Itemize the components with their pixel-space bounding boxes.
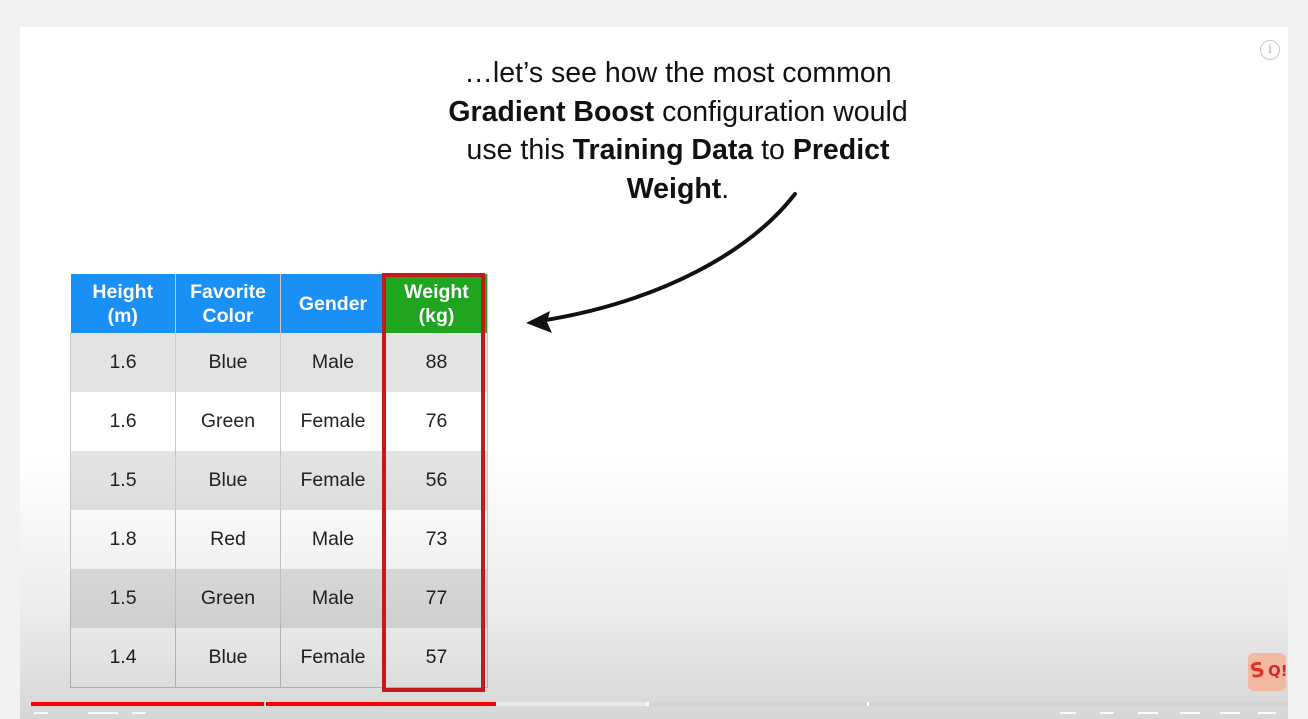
caption-text: configuration would	[654, 95, 908, 128]
column-header-line: (m)	[107, 304, 138, 327]
table-cell: 1.8	[70, 510, 176, 569]
caption-bold-text: Predict	[792, 134, 890, 166]
column-header-line: Weight	[404, 280, 469, 303]
table-row: 1.8 Red Male 73	[70, 510, 488, 569]
play-icon[interactable]	[34, 712, 48, 719]
table-cell: 76	[385, 392, 488, 451]
table-cell: Blue	[175, 451, 281, 510]
caption-text: .	[721, 172, 730, 205]
column-header: Favorite Color	[175, 274, 281, 333]
table-cell: Male	[280, 569, 386, 628]
table-cell: Female	[280, 628, 386, 688]
table-cell: 1.5	[70, 569, 176, 628]
volume-icon[interactable]	[132, 712, 146, 719]
table-cell: 88	[385, 333, 488, 392]
table-row: 1.5 Blue Female 56	[70, 451, 488, 510]
column-header-line: (kg)	[418, 304, 455, 327]
caption-line: …let’s see how the most common	[398, 54, 958, 93]
player-controls	[20, 710, 1288, 719]
video-player[interactable]: i …let’s see how the most common Gradient…	[20, 27, 1288, 719]
table-cell: 57	[385, 628, 488, 688]
pause-icon[interactable]	[1258, 712, 1276, 719]
table-cell: 1.6	[70, 333, 176, 392]
next-icon[interactable]	[88, 712, 118, 719]
progress-bar[interactable]	[31, 702, 1288, 706]
caption-text: …let’s see how the most common	[464, 57, 892, 89]
table-cell: Green	[175, 569, 281, 628]
subtitles-icon[interactable]	[1060, 712, 1076, 719]
fullscreen-icon[interactable]	[1220, 712, 1240, 719]
table-cell: 73	[385, 510, 488, 569]
slide-caption: …let’s see how the most common Gradient B…	[398, 54, 958, 208]
caption-line: use this Training Data to Predict	[398, 131, 958, 170]
column-header: Weight (kg)	[385, 274, 488, 333]
table-cell: Blue	[175, 333, 281, 392]
caption-line: Weight.	[398, 170, 958, 209]
table-cell: 1.4	[70, 628, 176, 688]
caption-text: to	[753, 134, 793, 166]
caption-text: use this	[466, 134, 573, 166]
table-row: 1.6 Green Female 76	[70, 392, 488, 451]
table-cell: 56	[385, 451, 488, 510]
caption-bold-text: Training Data	[572, 134, 754, 166]
statquest-logo-icon: S Q!	[1248, 653, 1286, 691]
column-header: Gender	[280, 274, 386, 333]
table-cell: Male	[280, 333, 386, 392]
table-row: 1.6 Blue Male 88	[70, 333, 488, 392]
column-header-line: Gender	[298, 292, 368, 315]
table-cell: Blue	[175, 628, 281, 688]
training-data-table: Height (m) Favorite Color Gender Weight (kg) 1…	[70, 274, 488, 688]
table-row: 1.5 Green Male 77	[70, 569, 488, 628]
table-cell: Red	[175, 510, 281, 569]
settings-icon[interactable]	[1100, 712, 1114, 719]
column-header: Height (m)	[70, 274, 176, 333]
table-cell: 1.6	[70, 392, 176, 451]
caption-line: Gradient Boost configuration would	[398, 93, 958, 132]
theater-mode-icon[interactable]	[1180, 712, 1200, 719]
table-cell: Green	[175, 392, 281, 451]
chapter-marker	[263, 702, 266, 706]
table-cell: Female	[280, 451, 386, 510]
chapter-marker	[646, 702, 649, 706]
column-header-line: Height	[92, 280, 154, 303]
chapter-marker	[866, 702, 869, 706]
table-cell: Male	[280, 510, 386, 569]
column-header-line: Favorite	[190, 280, 266, 303]
curved-arrow-icon	[526, 192, 797, 333]
table-cell: 1.5	[70, 451, 176, 510]
miniplayer-icon[interactable]	[1138, 712, 1158, 719]
column-header-line: Color	[202, 304, 254, 327]
table-cell: Female	[280, 392, 386, 451]
table-row: 1.4 Blue Female 57	[70, 628, 488, 688]
caption-bold-text: Gradient Boost	[448, 95, 655, 128]
table-header-row: Height (m) Favorite Color Gender Weight (kg)	[70, 274, 488, 333]
info-icon[interactable]: i	[1260, 40, 1280, 60]
caption-bold-text: Weight	[626, 172, 722, 205]
table-cell: 77	[385, 569, 488, 628]
weight-column-highlight	[382, 273, 485, 692]
